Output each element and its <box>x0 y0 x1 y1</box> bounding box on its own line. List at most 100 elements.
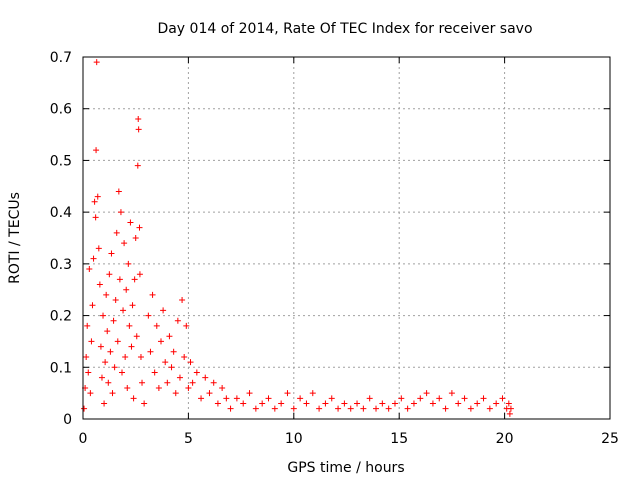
data-point <box>198 395 205 402</box>
y-tick-label: 0.4 <box>50 205 72 221</box>
data-point <box>128 343 135 350</box>
data-point <box>109 390 116 397</box>
data-point <box>87 390 94 397</box>
chart-title: Day 014 of 2014, Rate Of TEC Index for r… <box>157 21 532 37</box>
data-point <box>85 369 92 376</box>
data-point <box>155 384 162 391</box>
data-point <box>126 322 133 329</box>
data-point <box>442 405 449 412</box>
data-point <box>112 297 119 304</box>
data-point <box>107 348 114 355</box>
data-point <box>486 405 493 412</box>
data-point <box>328 395 335 402</box>
x-tick-label: 5 <box>184 431 193 447</box>
data-point <box>206 390 213 397</box>
data-point <box>135 126 142 133</box>
y-tick-label: 0 <box>63 412 72 428</box>
grid-lines <box>83 57 610 419</box>
data-point <box>121 240 128 247</box>
data-point <box>131 276 138 283</box>
data-point <box>436 395 443 402</box>
data-point <box>118 369 125 376</box>
data-point <box>461 395 468 402</box>
data-point <box>127 219 134 226</box>
data-point <box>303 400 310 407</box>
data-point <box>104 328 111 335</box>
data-points <box>81 59 514 417</box>
data-point <box>499 395 506 402</box>
data-point <box>153 322 160 329</box>
data-point <box>297 395 304 402</box>
data-point <box>259 400 266 407</box>
data-point <box>210 379 217 386</box>
data-point <box>360 405 367 412</box>
x-tick-label: 20 <box>496 431 514 447</box>
data-point <box>105 379 112 386</box>
axis-ticks: 0 5 10 15 20 25 0 0.1 0.2 0.3 0.4 0.5 0.6 0.7 <box>50 50 619 447</box>
data-point <box>185 384 192 391</box>
data-point <box>417 395 424 402</box>
x-tick-label: 0 <box>79 431 88 447</box>
data-point <box>124 384 131 391</box>
data-point <box>95 245 102 252</box>
data-point <box>493 400 500 407</box>
data-point <box>506 410 513 417</box>
data-point <box>410 400 417 407</box>
data-point <box>174 317 181 324</box>
data-point <box>505 400 512 407</box>
data-point <box>354 400 361 407</box>
data-point <box>141 400 148 407</box>
data-point <box>117 209 124 216</box>
data-point <box>129 302 136 309</box>
data-point <box>101 400 108 407</box>
data-point <box>125 260 132 267</box>
data-point <box>246 390 253 397</box>
data-point <box>83 353 90 360</box>
data-point <box>145 312 152 319</box>
data-point <box>114 338 121 345</box>
data-point <box>448 390 455 397</box>
data-point <box>164 379 171 386</box>
data-point <box>168 364 175 371</box>
data-point <box>252 405 259 412</box>
data-point <box>187 359 194 366</box>
data-point <box>94 193 101 200</box>
data-point <box>193 369 200 376</box>
data-point <box>151 369 158 376</box>
data-point <box>133 333 140 340</box>
data-point <box>223 395 230 402</box>
data-point <box>467 405 474 412</box>
data-point <box>404 405 411 412</box>
data-point <box>347 405 354 412</box>
data-point <box>116 276 123 283</box>
data-point <box>147 348 154 355</box>
data-point <box>170 348 177 355</box>
data-point <box>81 405 88 412</box>
data-point <box>92 214 99 221</box>
plot-frame <box>82 56 611 420</box>
data-point <box>271 405 278 412</box>
data-point <box>122 353 129 360</box>
data-point <box>373 405 380 412</box>
data-point <box>90 255 97 262</box>
data-point <box>455 400 462 407</box>
data-point <box>96 281 103 288</box>
data-point <box>88 338 95 345</box>
data-point <box>202 374 209 381</box>
data-point <box>366 395 373 402</box>
data-point <box>391 400 398 407</box>
x-tick-label: 15 <box>390 431 408 447</box>
y-axis-label: ROTI / TECUs <box>7 192 23 284</box>
data-point <box>240 400 247 407</box>
data-point <box>93 147 100 154</box>
data-point <box>120 307 127 314</box>
data-point <box>111 364 118 371</box>
data-point <box>322 400 329 407</box>
data-point <box>176 374 183 381</box>
data-point <box>214 400 221 407</box>
data-point <box>172 390 179 397</box>
x-tick-label: 25 <box>601 431 619 447</box>
y-tick-label: 0.1 <box>50 360 72 376</box>
data-point <box>183 322 190 329</box>
